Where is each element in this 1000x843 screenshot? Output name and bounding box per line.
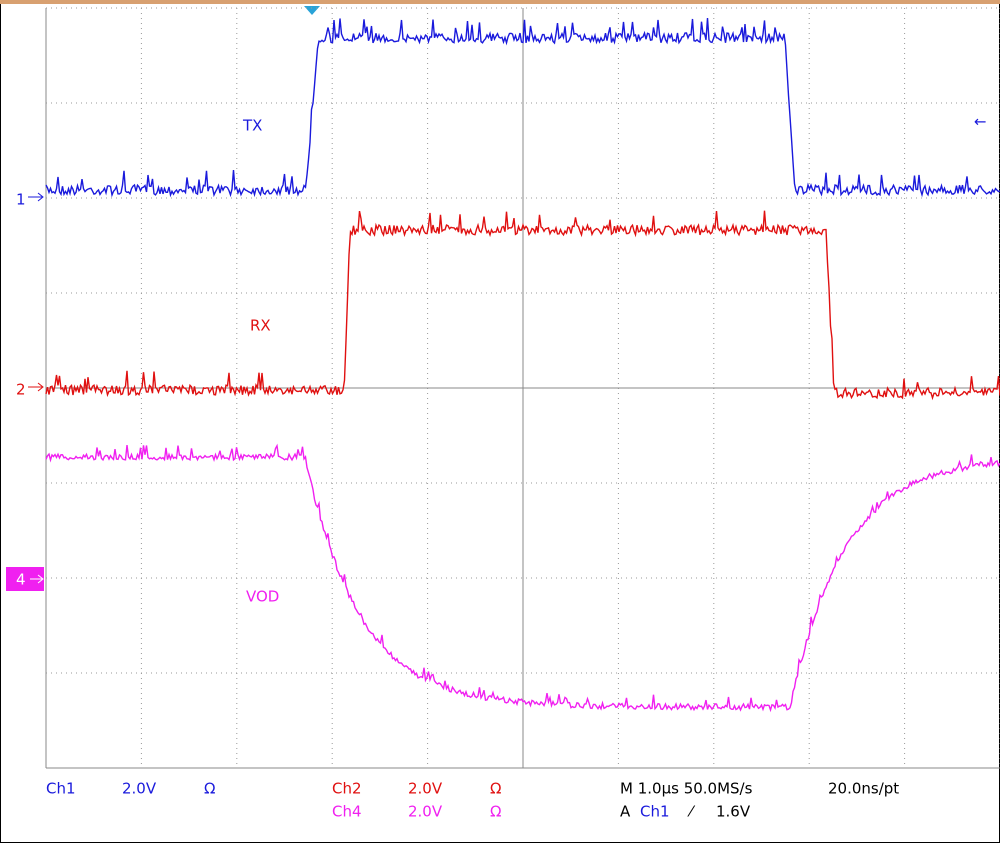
- readout-coupling: Ω: [204, 780, 215, 798]
- trace-label: TX: [242, 117, 262, 135]
- readout-coupling: Ω: [490, 780, 501, 798]
- waveform: [45, 210, 1000, 401]
- readout-coupling: Ω: [490, 803, 501, 821]
- timebase: M 1.0µs 50.0MS/s: [620, 780, 753, 798]
- trigger-mode: A: [620, 803, 631, 821]
- trigger-level-marker: ←: [974, 113, 987, 131]
- readout-name: Ch2: [332, 780, 362, 798]
- trigger-source: Ch1: [640, 803, 670, 821]
- traces: [45, 18, 1000, 713]
- readout-scale: 2.0V: [122, 780, 157, 798]
- channel-marker: 4: [16, 571, 26, 589]
- trigger-level: 1.6V: [716, 803, 751, 821]
- marker-arrow: [28, 382, 44, 392]
- resolution: 20.0ns/pt: [828, 780, 899, 798]
- readout-scale: 2.0V: [408, 780, 443, 798]
- trigger-slope: ⁄: [687, 803, 696, 821]
- waveform: [45, 443, 1000, 713]
- readout-scale: 2.0V: [408, 803, 443, 821]
- readout-name: Ch4: [332, 803, 362, 821]
- marker-arrow: [30, 574, 44, 584]
- channel-marker: 1: [16, 191, 26, 209]
- marker-arrow: [28, 192, 44, 202]
- trace-label: RX: [250, 317, 271, 335]
- top-bar: [0, 0, 1000, 4]
- waveform: [45, 18, 1000, 198]
- trace-label: VOD: [246, 588, 279, 606]
- channel-marker: 2: [16, 381, 26, 399]
- readout-name: Ch1: [46, 780, 76, 798]
